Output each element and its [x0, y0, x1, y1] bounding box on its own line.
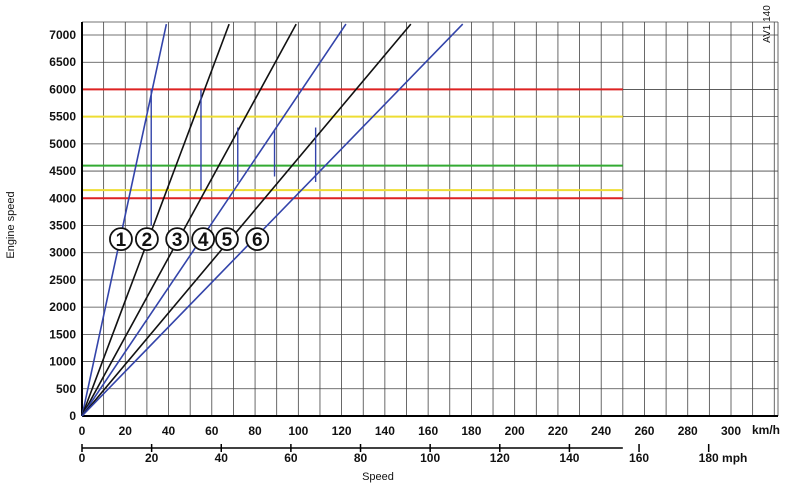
- gear-circle: [245, 227, 270, 252]
- x-tick-label: 240: [591, 424, 611, 438]
- gear-circle: [165, 227, 190, 252]
- corner-label: AV1 140: [762, 5, 773, 43]
- gear-number: 6: [252, 230, 263, 251]
- x-tick-labels: 0 20 40 60 80 100 120 140 160 180 200 220 240 260 280 3…: [79, 424, 742, 438]
- gear-label-6: 6: [245, 227, 270, 252]
- x2-tick-label: 40: [215, 451, 229, 465]
- y-tick-label: 1500: [49, 327, 76, 341]
- x2-tick-label: 180 mph: [699, 451, 748, 465]
- y-tick-label: 0: [69, 409, 76, 423]
- y-tick-label: 500: [56, 382, 76, 396]
- gear-circle: [109, 227, 133, 252]
- x2-tick-label: 120: [490, 451, 510, 465]
- y-tick-label: 6500: [49, 55, 76, 69]
- x-tick-label: 40: [162, 424, 176, 438]
- x-tick-label: 160: [418, 424, 438, 438]
- gear-circle: [215, 227, 239, 252]
- x-axis-title: Speed: [362, 471, 394, 483]
- gear-number: 3: [172, 230, 183, 251]
- gear-lines: [81, 23, 464, 417]
- gear-line-1: [81, 23, 168, 417]
- x-tick-label: 60: [205, 424, 219, 438]
- x-tick-label: 120: [332, 424, 352, 438]
- gear-number: 1: [116, 230, 127, 251]
- gear-number: 5: [222, 230, 233, 251]
- gear-label-2: 2: [134, 227, 159, 252]
- x-tick-label: 300: [721, 424, 741, 438]
- gear-circle: [191, 227, 216, 252]
- gear-circle: [134, 227, 159, 252]
- gear-label-1: 1: [109, 227, 133, 252]
- shift-path: [150, 89, 317, 226]
- x-tick-label: 100: [288, 424, 308, 438]
- reference-lines: [82, 88, 623, 200]
- x-tick-label: 220: [548, 424, 568, 438]
- y-tick-label: 5000: [49, 137, 76, 151]
- x-tick-label: 180: [461, 424, 481, 438]
- y-tick-label: 4500: [49, 164, 76, 178]
- x-tick-label: 260: [634, 424, 654, 438]
- axes: [81, 22, 778, 452]
- x2-tick-label: 0: [79, 451, 86, 465]
- y-tick-label: 2500: [49, 273, 76, 287]
- x-unit-label: km/h: [752, 423, 780, 437]
- y-tick-label: 3000: [49, 246, 76, 260]
- gear-line-4: [81, 23, 347, 417]
- y-tick-label: 3500: [49, 219, 76, 233]
- x2-tick-label: 80: [354, 451, 368, 465]
- x-tick-label: 200: [505, 424, 525, 438]
- x-tick-label: 280: [678, 424, 698, 438]
- x-tick-label: 80: [248, 424, 262, 438]
- x2-tick-label: 140: [559, 451, 579, 465]
- gear-line-2: [81, 23, 230, 417]
- x2-tick-label: 60: [284, 451, 298, 465]
- gear-number: 2: [142, 230, 153, 251]
- x-tick-label: 20: [119, 424, 133, 438]
- y-tick-label: 1000: [49, 355, 76, 369]
- y-tick-label: 2000: [49, 300, 76, 314]
- gear-line-6: [81, 23, 464, 417]
- y-axis-title: Engine speed: [5, 191, 17, 258]
- x-tick-label: 140: [375, 424, 395, 438]
- gear-label-3: 3: [165, 227, 190, 252]
- x2-tick-labels: 0 20 40 60 80 100 120 140 160 180 mph: [79, 451, 748, 465]
- y-tick-label: 6000: [49, 82, 76, 96]
- x2-tick-label: 160: [629, 451, 649, 465]
- x-tick-label: 0: [79, 424, 86, 438]
- gear-label-5: 5: [215, 227, 239, 252]
- y-tick-label: 4000: [49, 191, 76, 205]
- x2-tick-label: 100: [420, 451, 440, 465]
- x2-tick-label: 20: [145, 451, 159, 465]
- gear-number: 4: [198, 230, 209, 251]
- y-tick-label: 5500: [49, 110, 76, 124]
- gear-label-4: 4: [191, 227, 216, 252]
- gear-line-5: [81, 23, 412, 417]
- y-tick-label: 7000: [49, 28, 76, 42]
- gear-line-3: [81, 23, 297, 417]
- y-tick-labels: 0 500 1000 1500 2000 2500 3000 3500 4000 4500 5000…: [49, 28, 76, 423]
- grid: [81, 21, 779, 417]
